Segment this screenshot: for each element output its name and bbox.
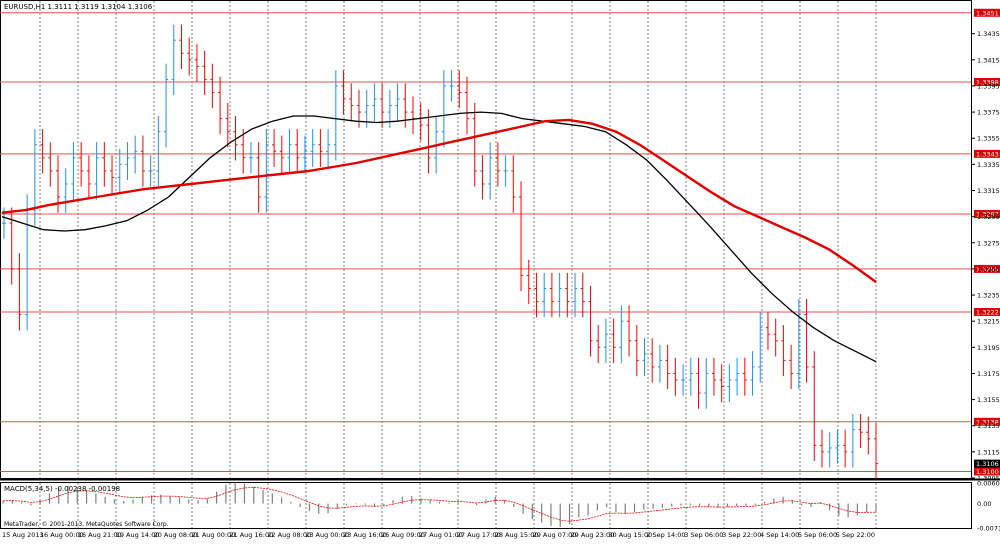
- macd-histogram: [2, 482, 877, 527]
- level-label-bg: [974, 149, 1000, 158]
- moving-averages: [1, 111, 877, 363]
- time-label: 5 Sep 06:00: [798, 531, 837, 539]
- level-label-bg: [974, 308, 1000, 317]
- time-label: 2 Sep 14:00: [646, 531, 685, 539]
- grid-lines: [39, 1, 877, 528]
- current-price-bg: [974, 459, 1000, 468]
- price-tick-label: 1.3395: [977, 82, 1000, 90]
- ma-fast-line: [1, 111, 877, 363]
- time-label: 21 Aug 00:00: [192, 531, 236, 539]
- level-label-bg: [974, 264, 1000, 273]
- copyright-text: MetaTrader, © 2001-2013, MetaQuotes Soft…: [4, 521, 169, 528]
- macd-tick-label: 0.00601: [977, 480, 1000, 488]
- time-label: 26 Aug 09:00: [381, 531, 425, 539]
- time-label: 22 Aug 08:00: [267, 531, 311, 539]
- price-tick-label: 1.3315: [977, 187, 1000, 195]
- time-label: 16 Aug 00:00: [40, 531, 84, 539]
- time-label: 15 Aug 2013: [2, 531, 44, 539]
- time-label: 3 Sep 06:00: [684, 531, 723, 539]
- time-label: 29 Aug 07:00: [533, 531, 577, 539]
- macd-info: MACD(5,34,5) -0.00238 -0.00198: [4, 485, 120, 493]
- price-tick-label: 1.3175: [977, 370, 1000, 378]
- price-tick-label: 1.3255: [977, 265, 1000, 273]
- macd-tick-label: -0.00713: [977, 525, 1000, 533]
- time-label: 21 Aug 16:00: [229, 531, 273, 539]
- level-label: 1.3398: [976, 79, 999, 87]
- price-tick-label: 1.3335: [977, 161, 1000, 169]
- level-label-bg: [974, 210, 1000, 219]
- time-label: 5 Sep 22:00: [836, 531, 875, 539]
- price-tick-label: 1.3195: [977, 344, 1000, 352]
- time-label: 27 Aug 17:00: [457, 531, 501, 539]
- macd-tick-label: 0.00: [977, 500, 991, 508]
- price-tick-label: 1.3295: [977, 213, 1000, 221]
- time-label: 4 Sep 14:00: [760, 531, 799, 539]
- level-label: 1.3138: [976, 418, 999, 426]
- level-label-bg: [974, 78, 1000, 87]
- price-tick-label: 1.3095: [977, 475, 1000, 483]
- price-tick-label: 1.3415: [977, 56, 1000, 64]
- time-label: 23 Aug 16:00: [343, 531, 387, 539]
- macd-signal-line: [2, 487, 877, 522]
- price-tick-label: 1.3375: [977, 109, 1000, 117]
- level-label: 1.3100: [976, 468, 999, 476]
- horizontal-levels[interactable]: 1.3451 1.3398 1.3343 1.3297 1.3255 1.3222 1.31…: [0, 8, 1000, 476]
- level-label: 1.3451: [976, 9, 999, 17]
- level-label-bg: [974, 417, 1000, 426]
- price-tick-label: 1.3115: [977, 448, 1000, 456]
- price-tick-label: 1.3275: [977, 239, 1000, 247]
- level-label-bg: [974, 8, 1000, 17]
- time-label: 16 Aug 21:00: [78, 531, 122, 539]
- ma-slow-line: [1, 118, 877, 283]
- price-tick-label: 1.3355: [977, 135, 1000, 143]
- time-label: 27 Aug 01:00: [419, 531, 463, 539]
- time-label: 30 Aug 15:00: [608, 531, 652, 539]
- level-label: 1.3255: [976, 265, 999, 273]
- level-label: 1.3343: [976, 150, 999, 158]
- price-tick-label: 1.3155: [977, 396, 1000, 404]
- price-tick-label: 1.3435: [977, 30, 1000, 38]
- time-label: 23 Aug 00:00: [305, 531, 349, 539]
- time-label: 20 Aug 08:00: [154, 531, 198, 539]
- price-tick-label: 1.3215: [977, 318, 1000, 326]
- symbol-info: EURUSD,H1 1.3111 1.3119 1.3104 1.3106: [4, 3, 153, 11]
- macd-pane-frame: [0, 482, 972, 529]
- price-tick-label: 1.3235: [977, 292, 1000, 300]
- level-label-bg: [974, 467, 1000, 476]
- price-axis: 1.3435 1.3415 1.3395 1.3375 1.3355 1.3335 1.33…: [971, 30, 1000, 533]
- level-label: 1.3297: [976, 211, 999, 219]
- time-label: 28 Aug 15:00: [495, 531, 539, 539]
- price-tick-label: 1.3135: [977, 422, 1000, 430]
- level-label: 1.3222: [976, 309, 999, 317]
- current-price-label: 1.3106: [976, 460, 999, 468]
- time-label: 19 Aug 14:00: [116, 531, 160, 539]
- time-label: 3 Sep 22:00: [722, 531, 761, 539]
- time-label: 29 Aug 23:00: [571, 531, 615, 539]
